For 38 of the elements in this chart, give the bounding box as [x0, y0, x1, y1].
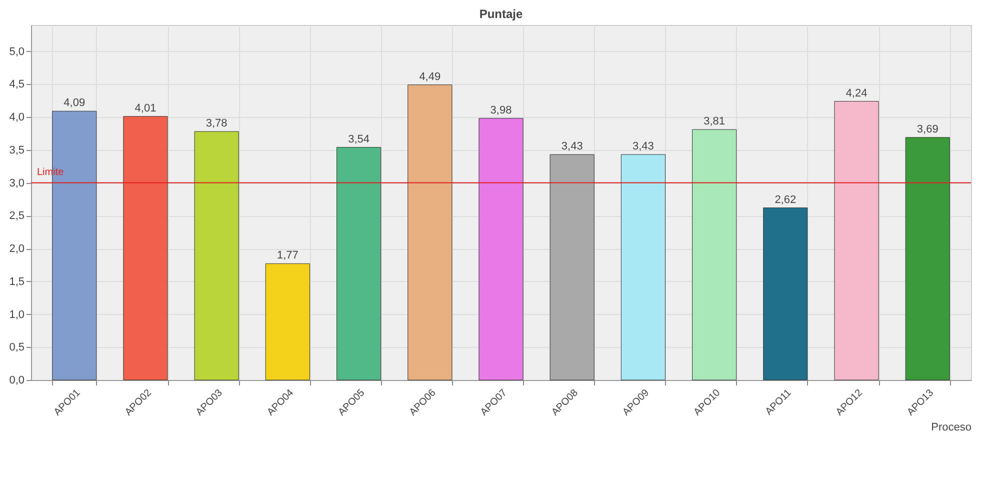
bar	[763, 208, 808, 380]
data-label: 4,49	[419, 70, 441, 83]
bar	[408, 84, 452, 380]
bar	[834, 101, 879, 380]
y-tick-label: 3,0	[9, 177, 24, 190]
bar	[123, 116, 168, 380]
bar	[692, 129, 737, 380]
bar	[265, 263, 310, 380]
bar	[550, 154, 594, 380]
y-tick-label: 2,5	[9, 210, 24, 222]
y-tick-label: 0,5	[9, 342, 24, 354]
x-axis-title: Proceso	[931, 421, 972, 434]
y-tick-label: 1,0	[9, 308, 24, 321]
data-label: 3,43	[561, 140, 583, 153]
y-tick-label: 4,5	[9, 78, 24, 91]
y-tick-label: 5,0	[9, 46, 24, 58]
data-label: 3,98	[490, 104, 512, 116]
data-label: 3,43	[632, 140, 654, 153]
bar	[905, 137, 950, 380]
bar	[336, 147, 382, 380]
data-label: 3,69	[916, 123, 938, 136]
y-tick-label: 2,0	[9, 243, 24, 256]
data-label: 4,09	[64, 97, 86, 110]
data-label: 3,54	[348, 133, 370, 146]
y-tick-label: 0,0	[9, 374, 24, 386]
chart-title: Puntaje	[479, 7, 523, 21]
data-label: 1,77	[276, 250, 298, 262]
y-tick-label: 3,5	[9, 144, 24, 156]
bar	[620, 154, 666, 380]
bar	[478, 118, 524, 380]
y-tick-label: 1,5	[9, 276, 24, 288]
data-label: 3,78	[206, 118, 228, 130]
bar	[194, 131, 239, 380]
y-tick-label: 4,0	[9, 112, 24, 124]
data-label: 2,62	[774, 194, 796, 206]
data-label: 4,01	[134, 102, 156, 114]
data-label: 4,24	[846, 87, 868, 100]
data-label: 3,81	[704, 116, 726, 128]
